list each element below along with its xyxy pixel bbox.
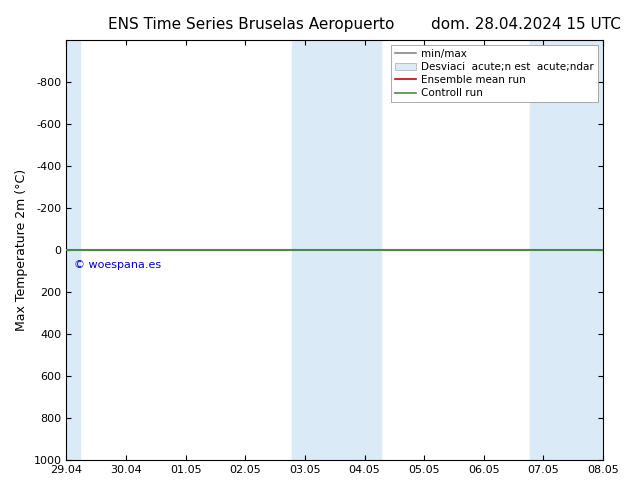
Bar: [531, 40, 603, 460]
Bar: [292, 40, 381, 460]
Y-axis label: Max Temperature 2m (°C): Max Temperature 2m (°C): [15, 169, 28, 331]
Bar: [67, 40, 79, 460]
Legend: min/max, Desviaci  acute;n est  acute;ndar, Ensemble mean run, Controll run: min/max, Desviaci acute;n est acute;ndar…: [391, 45, 598, 102]
Text: ENS Time Series Bruselas Aeropuerto: ENS Time Series Bruselas Aeropuerto: [108, 17, 394, 32]
Text: © woespana.es: © woespana.es: [74, 260, 162, 270]
Text: dom. 28.04.2024 15 UTC: dom. 28.04.2024 15 UTC: [432, 17, 621, 32]
